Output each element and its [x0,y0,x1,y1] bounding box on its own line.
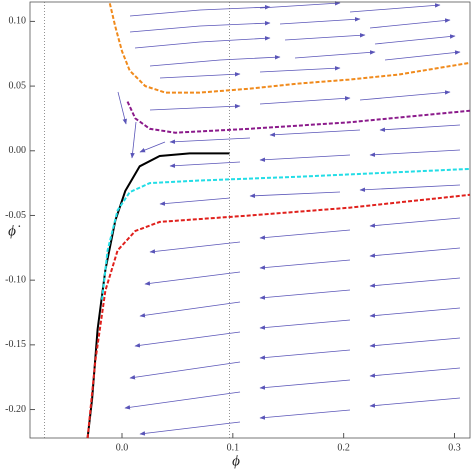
y-tick-label: 0.00 [9,145,27,156]
x-axis-title: ϕ [232,453,240,469]
x-tick-label: 0.1 [227,442,240,453]
curve [86,152,230,439]
plot-frame [29,1,471,439]
y-tick-label: 0.05 [9,80,27,91]
curve [126,101,471,134]
y-tick-label: -0.15 [5,339,26,350]
y-tick-label: 0.10 [9,16,27,27]
x-tick-label: 0.2 [337,442,350,453]
x-tick-label: 0.0 [116,442,129,453]
y-axis-title: ϕ̇ [8,223,21,239]
y-tick-label: -0.20 [5,404,26,415]
curve [101,167,471,300]
y-tick-label: -0.05 [5,210,26,221]
curve [108,3,471,94]
curve [86,193,471,439]
x-tick-label: 0.3 [448,442,461,453]
stream-field [117,1,461,436]
y-tick-label: -0.10 [5,274,26,285]
